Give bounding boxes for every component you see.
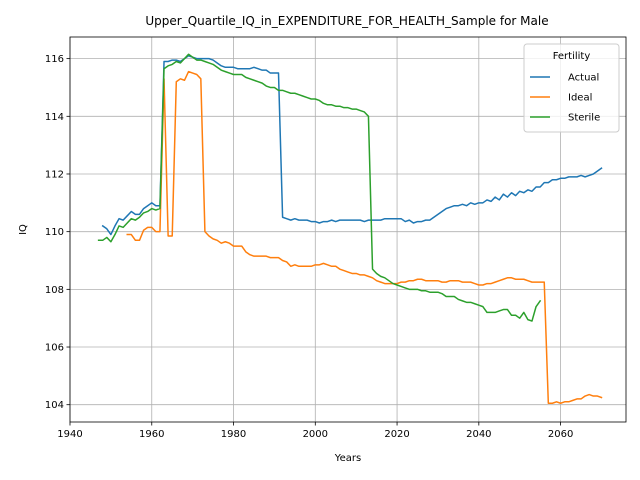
y-axis: 104 106 108 110 112 114 116 xyxy=(45,54,70,411)
y-tick-label: 104 xyxy=(45,400,64,411)
y-tick-label: 112 xyxy=(45,169,64,180)
x-tick-label: 2000 xyxy=(303,429,328,440)
series-line-ideal xyxy=(126,70,603,404)
x-tick-label: 2020 xyxy=(384,429,409,440)
x-tick-label: 1960 xyxy=(139,429,164,440)
y-tick-label: 110 xyxy=(45,227,64,238)
x-axis: 1940 1960 1980 2000 2020 2040 2060 xyxy=(57,422,573,440)
plot-area-frame xyxy=(69,36,627,423)
legend-box xyxy=(523,43,620,133)
x-tick-label: 1980 xyxy=(221,429,246,440)
x-tick-label: 1940 xyxy=(57,429,82,440)
chart-title: Upper_Quartile_IQ_in_EXPENDITURE_FOR_HEA… xyxy=(145,14,548,28)
y-tick-label: 116 xyxy=(45,54,64,65)
legend: Fertility Actual Ideal Sterile xyxy=(523,43,620,133)
legend-label-actual: Actual xyxy=(568,73,599,84)
legend-title: Fertility xyxy=(553,51,591,62)
y-tick-label: 108 xyxy=(45,285,64,296)
y-tick-label: 106 xyxy=(45,343,64,354)
x-tick-label: 2060 xyxy=(548,429,573,440)
legend-items: Actual Ideal Sterile xyxy=(530,73,600,124)
x-axis-label: Years xyxy=(334,453,361,464)
legend-label-ideal: Ideal xyxy=(568,93,592,104)
series-line-sterile xyxy=(97,53,542,322)
y-tick-label: 114 xyxy=(45,112,64,123)
grid-lines xyxy=(69,37,626,422)
y-axis-label: IQ xyxy=(18,224,29,235)
x-tick-label: 2040 xyxy=(466,429,491,440)
series-layer xyxy=(97,53,603,404)
legend-label-sterile: Sterile xyxy=(568,113,600,124)
